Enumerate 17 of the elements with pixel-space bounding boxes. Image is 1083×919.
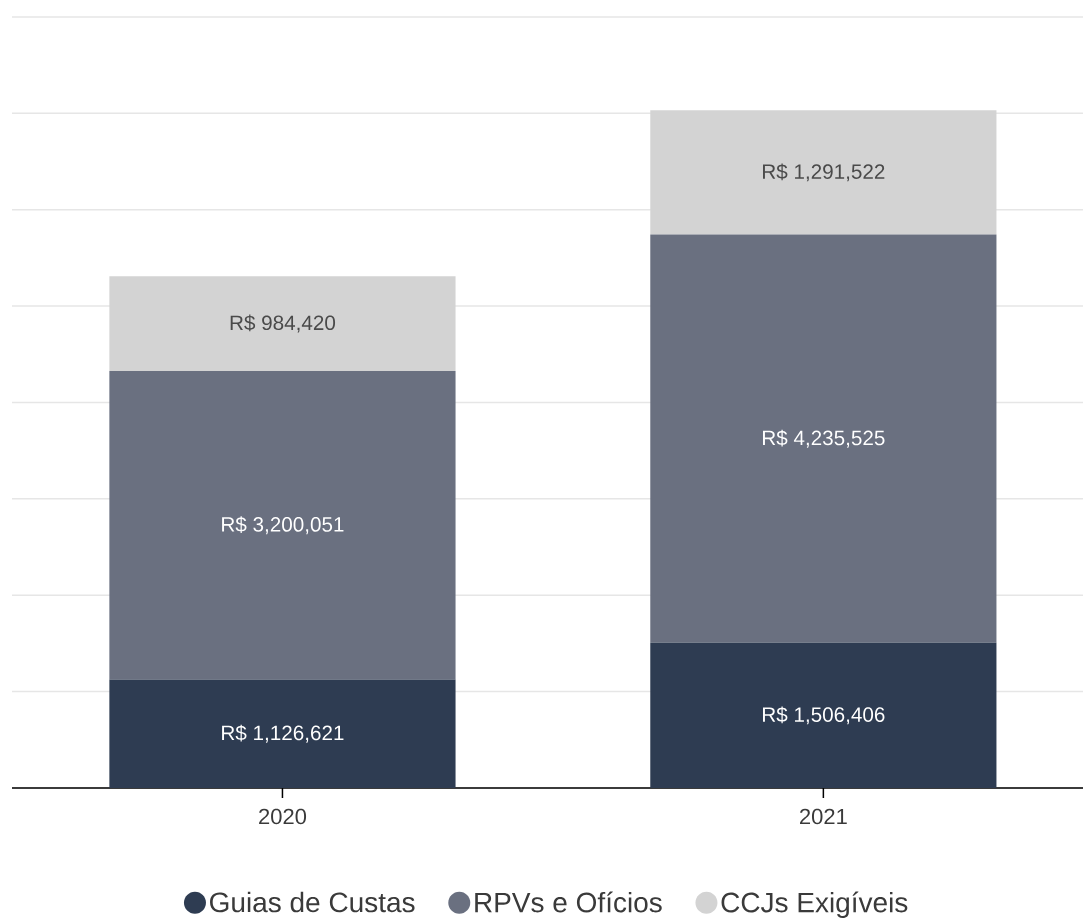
- legend-label: CCJs Exigíveis: [721, 891, 908, 918]
- bar: [109, 276, 456, 371]
- legend-label: RPVs e Ofícios: [475, 891, 662, 913]
- legend-label: Guias de Custas: [210, 891, 415, 913]
- bar: [109, 679, 456, 788]
- data-label: R$ 1,291,522: [763, 163, 885, 182]
- bar: [650, 234, 997, 643]
- data-label: R$ 1,506,406: [763, 706, 885, 725]
- x-tick-label: 2021: [800, 808, 847, 825]
- bar: [650, 110, 997, 235]
- data-label: R$ 984,420: [230, 314, 336, 333]
- data-label: R$ 4,235,525: [763, 429, 885, 448]
- bar: [109, 371, 456, 680]
- data-label: R$ 1,126,621: [222, 724, 344, 743]
- x-tick-label: 2020: [259, 808, 307, 825]
- bar: [650, 642, 997, 788]
- data-label: R$ 3,200,051: [222, 516, 344, 535]
